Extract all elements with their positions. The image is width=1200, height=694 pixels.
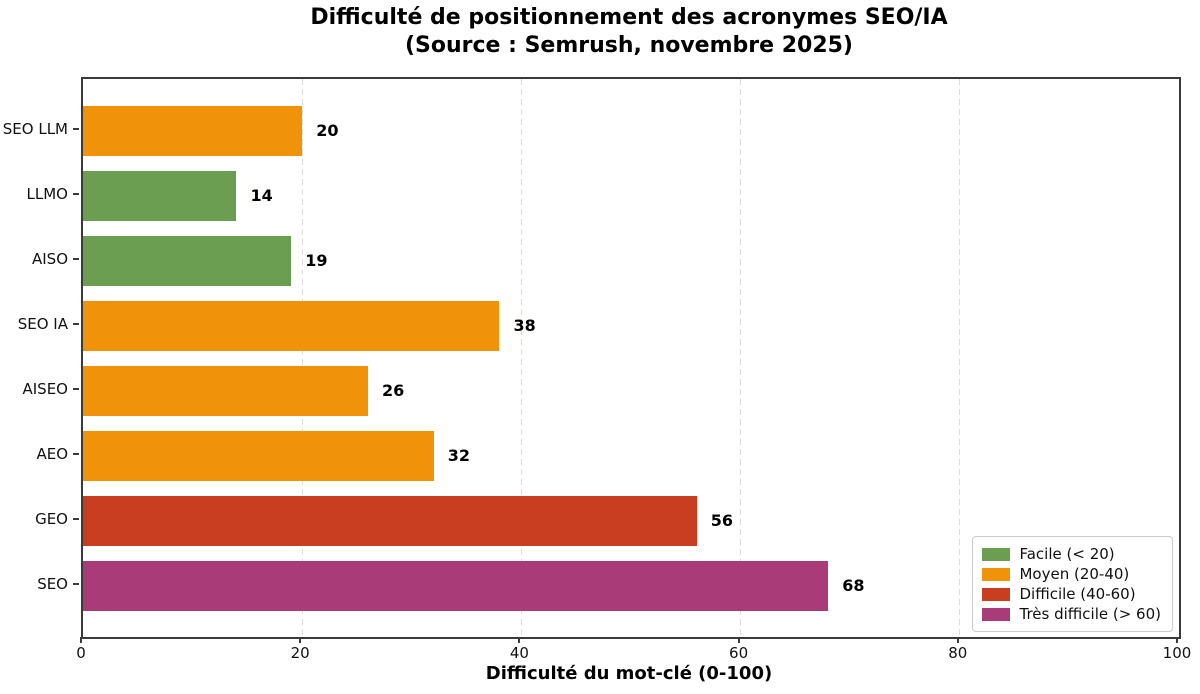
legend-swatch — [982, 547, 1011, 561]
x-tick — [518, 637, 521, 643]
x-tick-label: 20 — [290, 644, 310, 662]
x-tick — [1176, 637, 1178, 643]
legend-row: Très difficile (> 60) — [982, 604, 1161, 624]
bar-aiseo — [83, 366, 368, 416]
y-tick-label: SEO LLM — [2, 120, 68, 138]
x-tick — [956, 637, 959, 643]
y-tick — [73, 388, 79, 390]
x-tick — [737, 637, 740, 643]
legend-label: Difficile (40-60) — [1019, 585, 1136, 603]
bar-aeo — [83, 431, 434, 481]
y-tick-label: AISO — [31, 250, 68, 268]
y-tick-label: SEO — [37, 575, 68, 593]
y-tick-label: AISEO — [22, 380, 69, 398]
legend: Facile (< 20) Moyen (20-40) Difficile (40-… — [972, 536, 1173, 632]
x-tick — [80, 637, 82, 643]
grid-line — [740, 79, 742, 637]
x-tick-label: 80 — [948, 644, 968, 662]
bar-seo-llm — [83, 106, 303, 156]
chart-title: Difficulté de positionnement des acronym… — [81, 4, 1177, 60]
y-tick — [73, 453, 79, 455]
y-tick — [73, 128, 79, 130]
y-tick-label: AEO — [36, 445, 68, 463]
value-label: 14 — [250, 186, 273, 205]
grid-line — [301, 79, 303, 637]
value-label: 32 — [447, 446, 470, 465]
x-tick — [299, 637, 302, 643]
y-tick — [73, 258, 79, 260]
legend-row: Moyen (20-40) — [982, 564, 1161, 584]
y-tick-label: GEO — [35, 510, 68, 528]
plot-area: 20 14 19 38 26 32 56 68 Facile (< 20) Moyen (20-… — [81, 77, 1181, 639]
y-tick — [73, 583, 79, 585]
value-label: 56 — [710, 511, 734, 530]
y-tick-label: SEO IA — [17, 315, 68, 333]
legend-swatch — [982, 567, 1011, 581]
value-label: 19 — [305, 251, 328, 270]
value-label: 20 — [316, 121, 339, 140]
y-tick — [73, 323, 79, 325]
value-label: 68 — [842, 576, 865, 595]
value-label: 38 — [513, 316, 536, 335]
x-tick-label: 40 — [509, 644, 529, 662]
grid-line — [520, 79, 522, 637]
bar-aiso — [83, 236, 292, 286]
legend-row: Facile (< 20) — [982, 544, 1161, 564]
x-axis-label: Difficulté du mot-clé (0-100) — [485, 663, 773, 684]
legend-row: Difficile (40-60) — [982, 584, 1161, 604]
legend-label: Très difficile (> 60) — [1019, 605, 1161, 623]
chart-title-line2: (Source : Semrush, novembre 2025) — [404, 33, 853, 58]
bar-seo — [83, 561, 829, 611]
legend-swatch — [982, 587, 1011, 601]
bar-geo — [83, 496, 697, 546]
legend-swatch — [982, 607, 1011, 621]
x-tick-label: 60 — [729, 644, 749, 662]
y-tick — [73, 518, 79, 520]
value-label: 26 — [381, 381, 405, 400]
bar-llmo — [83, 171, 237, 221]
legend-label: Facile (< 20) — [1019, 545, 1115, 563]
x-tick-label: 100 — [1162, 644, 1192, 662]
legend-label: Moyen (20-40) — [1019, 565, 1130, 583]
y-tick-label: LLMO — [26, 185, 68, 203]
bar-seo-ia — [83, 301, 500, 351]
x-tick-label: 0 — [76, 644, 86, 662]
y-tick — [73, 193, 79, 195]
chart-title-line1: Difficulté de positionnement des acronym… — [310, 5, 948, 30]
grid-line — [959, 79, 961, 637]
